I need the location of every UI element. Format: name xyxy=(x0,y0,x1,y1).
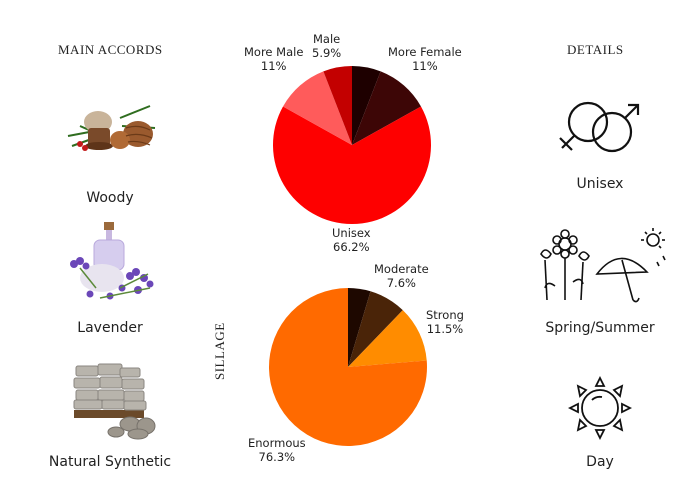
gender-pie-chart xyxy=(273,66,431,224)
pie-label-male: Male 5.9% xyxy=(312,32,342,60)
sun-icon xyxy=(567,376,633,440)
pie-slice-unlabeled xyxy=(352,66,381,145)
pie-slice-enormous xyxy=(269,288,427,446)
pie-slice-male xyxy=(323,66,352,145)
accord-label: Lavender xyxy=(77,320,143,336)
accord-item-woody: Woody xyxy=(40,88,180,206)
stones-icon xyxy=(60,352,160,440)
pie-slice-more-female xyxy=(352,71,421,145)
pie-label-more-female: More Female 11% xyxy=(388,45,462,73)
details-title: DETAILS xyxy=(567,42,624,57)
flowers-umbrella-sun-icon xyxy=(540,228,666,303)
lavender-bottle-icon xyxy=(60,218,160,306)
accord-label: Woody xyxy=(86,190,134,206)
pie-label-moderate: Moderate 7.6% xyxy=(374,262,429,290)
sillage-chart-title: SILLAGE xyxy=(212,322,227,380)
detail-item-day: Day xyxy=(515,376,685,470)
accord-item-lavender: Lavender xyxy=(40,218,180,336)
pie-slice-unisex xyxy=(273,106,431,224)
accord-item-natural-synthetic: Natural Synthetic xyxy=(40,352,180,470)
detail-item-unisex: Unisex xyxy=(515,92,685,192)
pie-label-enormous: Enormous 76.3% xyxy=(248,436,306,464)
sillage-pie-chart xyxy=(269,288,427,446)
pie-label-strong: Strong 11.5% xyxy=(426,308,464,336)
main-accords-title: MAIN ACCORDS xyxy=(58,42,163,57)
detail-item-spring-summer: Spring/Summer xyxy=(515,226,685,336)
accord-label: Natural Synthetic xyxy=(48,454,172,470)
pine-cone-bottle-icon xyxy=(60,88,160,176)
pie-slice-strong xyxy=(348,310,427,367)
pie-slice-unlabeled xyxy=(348,288,371,367)
pie-slice-moderate xyxy=(348,291,403,367)
pie-label-more-male: More Male 11% xyxy=(244,45,304,73)
detail-label: Day xyxy=(586,454,614,470)
gender-symbols-icon xyxy=(559,101,640,153)
detail-label: Spring/Summer xyxy=(545,320,655,336)
pie-label-unisex: Unisex 66.2% xyxy=(332,226,371,254)
pie-slice-more-male xyxy=(283,71,352,145)
detail-label: Unisex xyxy=(576,176,624,192)
